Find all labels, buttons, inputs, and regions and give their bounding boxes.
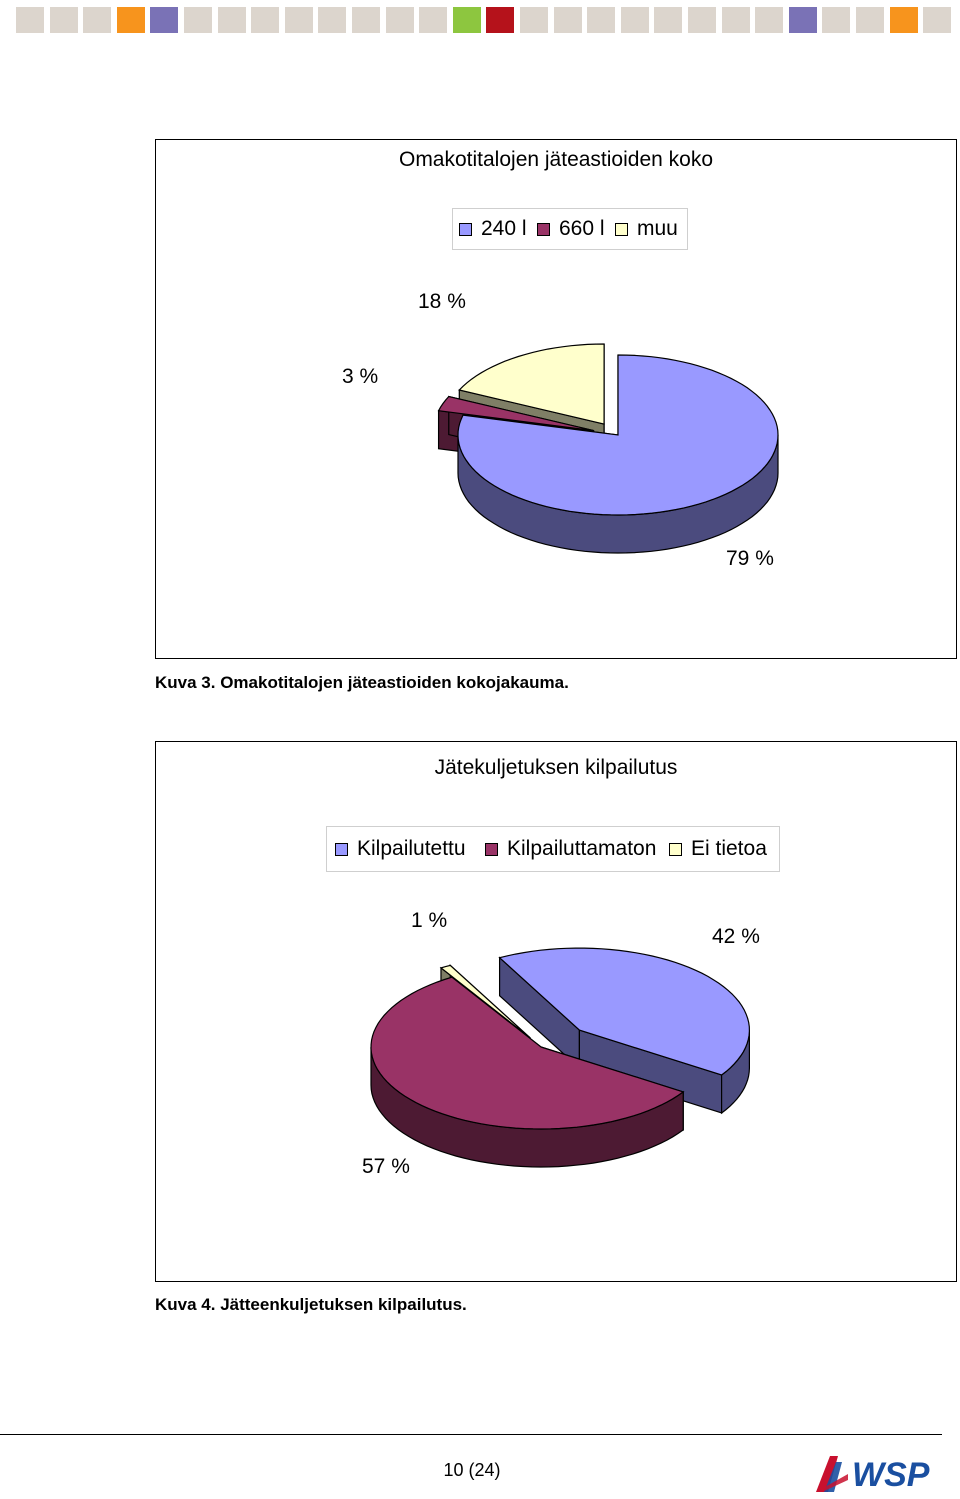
strip-square — [822, 7, 851, 33]
strip-square — [520, 7, 548, 33]
data-label-muu: 18 % — [418, 290, 466, 313]
chart-2-frame: Jätekuljetuksen kilpailutus Kilpailutett… — [155, 741, 957, 1282]
strip-square — [49, 7, 78, 33]
legend-label: 240 l — [481, 217, 527, 240]
strip-square — [352, 7, 380, 33]
pie-slice-kilpailutettu — [498, 947, 751, 1115]
legend-item: Kilpailutettu — [335, 827, 466, 871]
strip-square — [150, 7, 179, 33]
pie-slice-240-l — [457, 354, 779, 554]
legend-swatch — [537, 222, 550, 236]
legend-item: Ei tietoa — [669, 827, 767, 871]
legend-label: Ei tietoa — [691, 837, 767, 860]
strip-square — [251, 7, 280, 33]
svg-text:WSP: WSP — [852, 1456, 930, 1494]
strip-square — [688, 7, 716, 33]
legend-item: muu — [615, 209, 678, 249]
legend-swatch — [485, 842, 498, 856]
strip-square — [620, 7, 649, 33]
legend-swatch — [669, 842, 682, 856]
strip-square — [654, 7, 683, 33]
legend-label: muu — [637, 217, 678, 240]
legend-label: Kilpailutettu — [357, 837, 466, 860]
legend-item: 240 l — [459, 209, 527, 249]
strip-square — [385, 7, 414, 33]
legend-swatch — [335, 842, 348, 856]
strip-square — [116, 7, 145, 33]
strip-square — [889, 7, 918, 33]
chart-1-title: Omakotitalojen jäteastioiden koko — [398, 148, 713, 171]
data-label-kilpailuttamaton: 57 % — [362, 1155, 410, 1178]
chart-1-frame: Omakotitalojen jäteastioiden koko 240 l … — [155, 139, 957, 659]
strip-square — [419, 7, 448, 33]
data-label-660l: 3 % — [342, 365, 379, 388]
strip-square — [721, 7, 750, 33]
legend-item: Kilpailuttamaton — [485, 827, 656, 871]
data-label-kilpailutettu: 42 % — [712, 925, 760, 948]
legend-item: 660 l — [537, 209, 605, 249]
wsp-logo: WSP — [816, 1456, 930, 1494]
strip-square — [184, 7, 212, 33]
strip-square — [923, 7, 952, 33]
chart-2-pie — [370, 947, 751, 1168]
strip-square — [856, 7, 884, 33]
legend-label: 660 l — [559, 217, 605, 240]
strip-square — [217, 7, 246, 33]
strip-square — [318, 7, 347, 33]
strip-square — [284, 7, 313, 33]
data-label-ei-tietoa: 1 % — [411, 909, 448, 932]
strip-square — [83, 7, 112, 33]
chart-1-pie — [437, 343, 779, 554]
footer-divider — [0, 1434, 942, 1435]
chart-2-legend: Kilpailutettu Kilpailuttamaton Ei tietoa — [326, 826, 780, 872]
strip-square — [16, 7, 44, 33]
figure-4-caption: Kuva 4. Jätteenkuljetuksen kilpailutus. — [155, 1295, 467, 1314]
strip-square — [452, 7, 481, 33]
legend-label: Kilpailuttamaton — [507, 837, 657, 860]
header-color-strip — [16, 7, 956, 33]
data-label-240l: 79 % — [726, 547, 774, 570]
strip-square — [486, 7, 515, 33]
chart-1-legend: 240 l 660 l muu — [452, 208, 688, 250]
strip-square — [788, 7, 817, 33]
pie-slice-kilpailuttamaton — [370, 975, 685, 1168]
figure-3-caption: Kuva 3. Omakotitalojen jäteastioiden kok… — [155, 673, 569, 692]
page-number: 10 (24) — [443, 1460, 501, 1480]
strip-square — [587, 7, 616, 33]
legend-swatch — [615, 222, 628, 236]
strip-square — [553, 7, 582, 33]
chart-2-title: Jätekuljetuksen kilpailutus — [434, 756, 678, 779]
legend-swatch — [459, 222, 472, 236]
strip-square — [755, 7, 784, 33]
